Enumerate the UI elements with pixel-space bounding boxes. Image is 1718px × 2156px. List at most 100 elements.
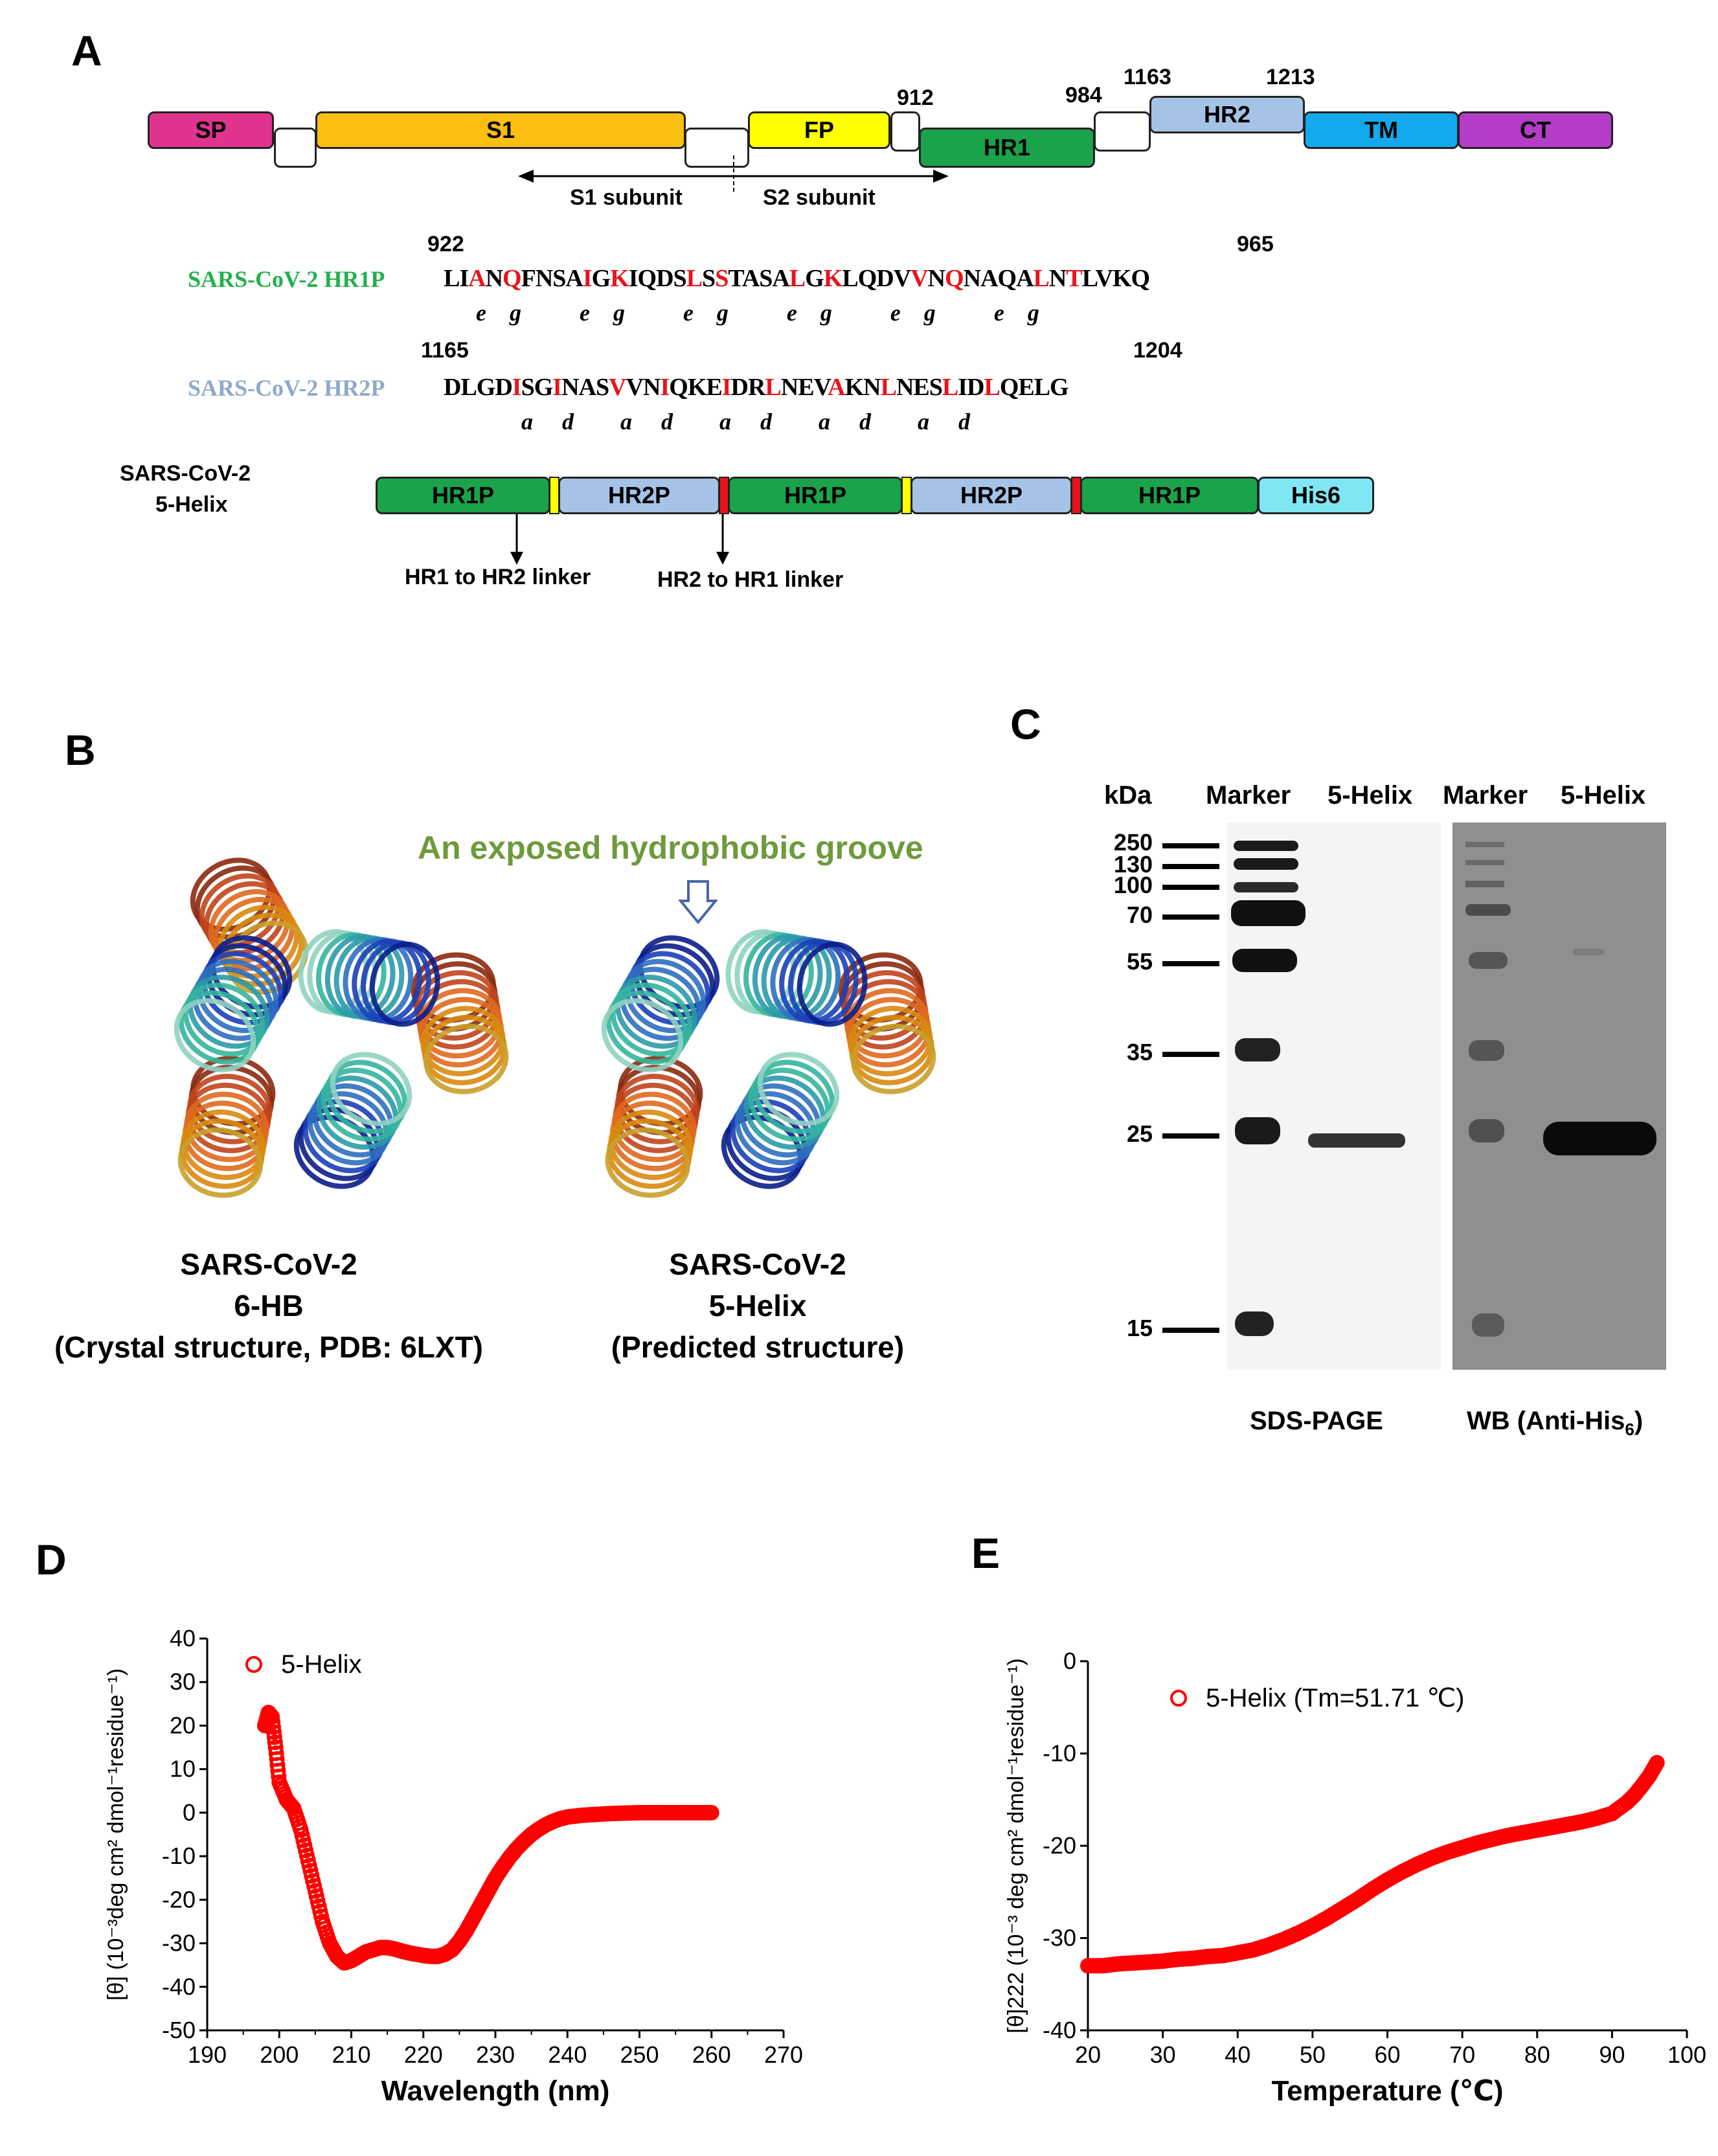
series-points bbox=[257, 1705, 719, 1971]
marker-band-35 bbox=[1235, 1038, 1280, 1061]
western-blot-gel bbox=[1452, 823, 1666, 1370]
domain-sp: SP bbox=[148, 111, 274, 149]
construct-title-line2: 5-Helix bbox=[155, 492, 228, 517]
mw-label-130: 130 bbox=[1113, 851, 1153, 878]
panel-label-c: C bbox=[1010, 700, 1041, 748]
wb-marker-band-70 bbox=[1465, 904, 1511, 916]
mw-label-35: 35 bbox=[1126, 1039, 1153, 1065]
mw-label-15: 15 bbox=[1126, 1315, 1153, 1341]
groove-label: An exposed hydrophobic groove bbox=[418, 830, 923, 866]
legend-marker bbox=[1170, 1690, 1187, 1707]
data-point bbox=[703, 1804, 719, 1821]
wb-marker-band-100 bbox=[1465, 881, 1504, 887]
construct-hr2p-1: HR2P bbox=[558, 477, 720, 514]
y-tick-label: -50 bbox=[162, 2017, 196, 2043]
position-984: 984 bbox=[1065, 83, 1102, 108]
marker-band-100 bbox=[1234, 882, 1298, 892]
hr1p-residues: LIANQFNSAIGKIQDSLSSTASALGKLQDVVNQNAQALNT… bbox=[444, 265, 1150, 292]
domain-fp: FP bbox=[748, 111, 890, 149]
subunit-arrows bbox=[518, 155, 949, 194]
y-tick-label: 40 bbox=[170, 1625, 196, 1651]
mw-tick-35 bbox=[1162, 1052, 1219, 1057]
y-axis-title: [θ]222 (10⁻³ deg cm² dmol⁻¹residue⁻¹) bbox=[1004, 1658, 1028, 2033]
y-tick-label: 10 bbox=[170, 1756, 196, 1782]
inner-helix-top bbox=[725, 929, 868, 1027]
hr2p-end: 1204 bbox=[1133, 338, 1182, 363]
x-tick-label: 40 bbox=[1225, 2041, 1250, 2068]
wb-marker-band-25 bbox=[1469, 1119, 1504, 1142]
hr1p-start: 922 bbox=[427, 232, 464, 256]
domain-s1: S1 bbox=[315, 111, 686, 149]
x-axis-title: Temperature (℃) bbox=[1271, 2075, 1503, 2107]
wb-label: WB (Anti-His6) bbox=[1467, 1407, 1643, 1440]
mw-tick-15 bbox=[1162, 1328, 1219, 1333]
sds-page-label: SDS-PAGE bbox=[1250, 1407, 1383, 1435]
outer-helix-right bbox=[838, 952, 936, 1095]
wb-faint-band bbox=[1572, 949, 1605, 955]
hr1p-name: SARS-CoV-2 HR1P bbox=[188, 266, 385, 292]
hr2p-residues: DLGDISGINASVVNIQKEIDRLNEVAKNLNESLIDLQELG bbox=[444, 374, 1069, 401]
marker-band-55 bbox=[1232, 949, 1297, 972]
x-tick-label: 230 bbox=[476, 2041, 515, 2068]
legend-marker bbox=[245, 1656, 262, 1673]
mw-label-100: 100 bbox=[1113, 872, 1153, 898]
inner-helix-left bbox=[601, 935, 720, 1072]
mw-tick-100 bbox=[1162, 885, 1219, 890]
y-tick-label: 0 bbox=[1063, 1648, 1076, 1674]
x-tick-label: 50 bbox=[1300, 2041, 1326, 2068]
x-tick-label: 270 bbox=[764, 2041, 803, 2068]
y-tick-label: -40 bbox=[1043, 2017, 1076, 2043]
s2-subunit-label: S2 subunit bbox=[763, 185, 876, 210]
x-tick-label: 210 bbox=[332, 2041, 370, 2068]
marker-band-25 bbox=[1235, 1117, 1280, 1144]
x-tick-label: 60 bbox=[1374, 2041, 1400, 2068]
y-tick-label: -30 bbox=[1043, 1925, 1076, 1951]
y-tick-label: -10 bbox=[162, 1843, 196, 1869]
mw-label-25: 25 bbox=[1126, 1120, 1153, 1147]
outer-helix-bottom bbox=[177, 1056, 276, 1198]
mw-tick-250 bbox=[1162, 843, 1219, 848]
mw-tick-55 bbox=[1162, 961, 1219, 966]
y-axis-title: [θ] (10⁻³deg cm² dmol⁻¹residue⁻¹) bbox=[104, 1668, 128, 2001]
wb-marker-band-15 bbox=[1472, 1313, 1504, 1337]
legend-label: 5-Helix bbox=[281, 1650, 361, 1679]
marker-band-70 bbox=[1231, 900, 1305, 926]
linker-arrows bbox=[510, 514, 729, 565]
wb-marker-band-35 bbox=[1469, 1040, 1504, 1061]
sds-page-gel bbox=[1227, 823, 1441, 1370]
inner-helix-top bbox=[298, 929, 440, 1027]
x-tick-label: 190 bbox=[188, 2041, 227, 2068]
construct-hr1p-2: HR1P bbox=[728, 477, 903, 514]
y-tick-label: 20 bbox=[170, 1712, 196, 1738]
data-point bbox=[1649, 1754, 1665, 1771]
lane-header-5helix-wb: 5-Helix bbox=[1561, 781, 1646, 810]
y-tick-label: 30 bbox=[170, 1668, 196, 1695]
wb-marker-band-130 bbox=[1465, 860, 1504, 865]
marker-band-250 bbox=[1234, 841, 1298, 851]
linker2-label: HR2 to HR1 linker bbox=[657, 567, 844, 592]
x-axis-title: Wavelength (nm) bbox=[381, 2075, 610, 2107]
x-tick-label: 20 bbox=[1075, 2041, 1101, 2068]
domain-gap-4 bbox=[1094, 111, 1151, 152]
s1-subunit-label: S1 subunit bbox=[570, 185, 683, 210]
hr2p-heptad-labels: a d a d a d a d a d bbox=[521, 409, 970, 435]
panel-label-a: A bbox=[71, 27, 102, 74]
y-tick-label: 0 bbox=[183, 1799, 196, 1826]
x-tick-label: 240 bbox=[548, 2041, 587, 2068]
domain-gap-1 bbox=[274, 128, 317, 168]
mw-label-55: 55 bbox=[1126, 948, 1153, 975]
panel-label-e: E bbox=[971, 1529, 1000, 1577]
lane-header-marker-wb: Marker bbox=[1443, 781, 1528, 810]
domain-gap-2 bbox=[684, 128, 749, 168]
marker-band-15 bbox=[1235, 1311, 1274, 1336]
hr1p-heptad-labels: e g e g e g e g e g e g bbox=[476, 300, 1039, 326]
legend: 5-Helix bbox=[245, 1650, 361, 1679]
construct-hr1p-1: HR1P bbox=[376, 477, 550, 514]
hr1p-end: 965 bbox=[1237, 232, 1274, 256]
x-tick-label: 260 bbox=[692, 2041, 731, 2068]
caption-5helix: SARS-CoV-2 5-Helix (Predicted structure) bbox=[611, 1247, 905, 1364]
structure-5helix bbox=[601, 929, 936, 1198]
outer-helix-bottom bbox=[605, 1056, 703, 1198]
